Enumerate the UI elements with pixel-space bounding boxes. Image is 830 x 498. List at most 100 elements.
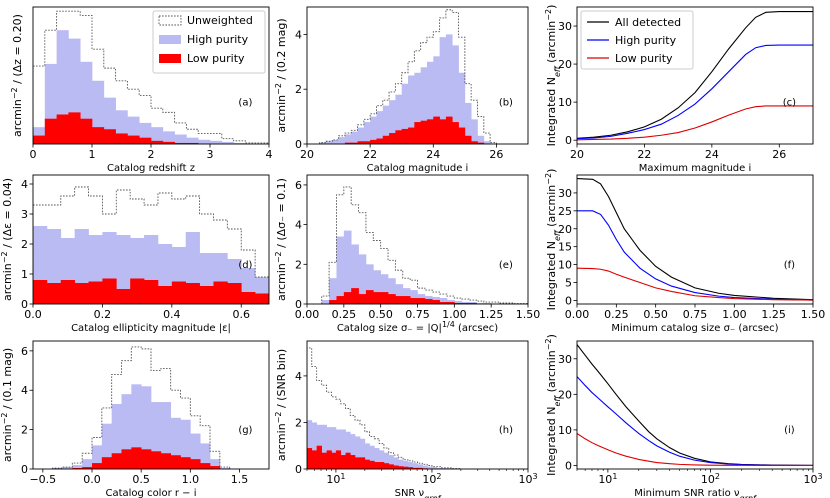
axes-frame [576,174,814,305]
plot-area-b [319,9,497,144]
all-detected-line [577,344,813,466]
panel-g: −0.5 0.0 0.5 1.0 1.5 0 2 4 6 Catalog color r − i a… [0,340,270,498]
x-tick-label: 26 [489,148,503,161]
high-purity-bar [407,462,414,469]
x-tick-label: 0.00 [295,308,320,321]
high-purity-bar [401,83,409,144]
low-purity-bar [131,447,142,469]
y-tick-label: 25 [558,205,572,218]
high-purity-bar [121,394,132,469]
low-purity-bar [151,451,162,469]
high-purity-bar [101,423,113,469]
x-tick-label: 1.00 [442,308,467,321]
high-purity-line [577,210,813,301]
x-tick-label: 3 [207,148,214,161]
low-purity-bar [200,463,211,469]
high-purity-bar [439,37,447,144]
high-purity-bar [345,431,351,469]
high-purity-bar [369,445,375,469]
high-purity-bar [398,459,404,469]
high-purity-bar [350,434,356,469]
cumulative-legend: All detected High purity Low purity [580,10,694,70]
low-purity-bar [326,450,332,469]
low-purity-bar [471,141,478,144]
high-purity-bar [388,278,396,304]
high-purity-bar [382,105,390,144]
y-tick-label: 2 [21,424,28,437]
high-purity-bar [321,424,327,469]
x-tick-label: 20 [300,148,314,161]
panel-label: (i) [784,425,795,436]
x-tick-label: 24 [426,148,440,161]
y-tick-label: 10 [558,96,572,109]
x-tick-label: 0.0 [83,473,101,486]
y-tick-label: 30 [558,187,572,200]
plot-area-c [577,11,813,141]
low-purity-bar [199,286,214,304]
low-purity-bar [408,127,415,144]
histogram-legend: Unweighted High purity Low purity [152,10,266,74]
low-purity-bar [446,302,455,304]
low-purity-bar [92,127,105,144]
low-purity-bar [469,303,477,304]
y-axis-label: Integrated Neff (arcmin−2) [544,169,562,311]
low-purity-bar [395,296,404,304]
high-purity-bar [174,134,187,144]
low-purity-bar [383,463,390,469]
low-purity-bar [60,280,75,304]
low-purity-bar [359,457,366,469]
y-tick-label: 0 [21,463,28,476]
low-purity-bar [369,460,375,469]
low-purity-bar [414,122,421,144]
panel-label: (d) [238,260,252,271]
legend-swatch-unweighted [158,15,182,26]
y-tick-label: 0 [21,298,28,311]
low-purity-bar [160,453,172,469]
low-purity-bar [321,452,327,469]
high-purity-bar [329,278,337,304]
panel-label: (e) [499,260,513,271]
x-tick-label: 0.4 [163,308,181,321]
plot-area-a [33,10,269,144]
high-purity-bar [439,298,448,304]
y-tick-label: 6 [295,179,302,192]
panel-i: 101 102 103 0 10 20 30 Minimum SNR ratio νgrpf I… [544,334,823,498]
high-purity-bar [52,468,63,469]
high-purity-bar [436,467,442,469]
x-tick-label: 4 [266,148,273,161]
legend-swatch-low-purity [159,54,181,63]
low-purity-bar [417,467,423,469]
high-purity-bar [210,459,221,469]
low-purity-bar [398,466,404,469]
low-purity-bar [452,122,459,144]
low-purity-bar [151,140,164,144]
low-purity-bar [44,118,57,144]
low-purity-bar [92,463,103,469]
x-tick-label: 0.50 [368,308,393,321]
low-purity-bar [354,457,361,469]
high-purity-bar [395,284,404,304]
plot-area-f [577,178,813,301]
low-purity-bar [344,142,352,144]
high-purity-bar [414,72,421,144]
low-purity-bar [130,278,145,304]
low-purity-bar [72,468,83,469]
y-tick-label: 20 [558,388,572,401]
high-purity-bar [180,419,191,469]
high-purity-bar [358,254,367,304]
low-purity-bar [380,292,389,304]
high-purity-bar [186,137,199,144]
panel-c: 20 22 24 26 0 10 20 30 Maximum magnitude i Integr… [544,5,814,174]
high-purity-bar [357,127,365,144]
x-tick-label: 1.25 [479,308,504,321]
high-purity-bar [374,448,380,469]
high-purity-bar [198,139,211,144]
x-tick-label: 0.6 [232,308,250,321]
low-purity-bar [162,141,175,144]
y-tick-label: 5 [565,277,572,290]
low-purity-bar [213,281,228,304]
high-purity-bar [420,67,428,144]
y-tick-label: 4 [295,370,302,383]
low-purity-bar [335,450,341,469]
